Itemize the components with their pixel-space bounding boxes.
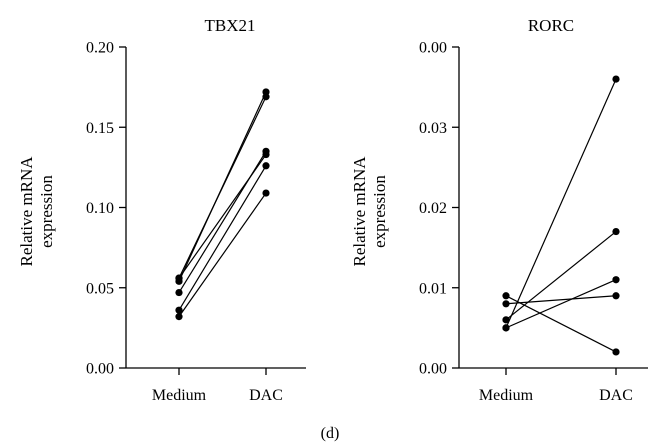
tbx21-dac-point [262, 189, 270, 197]
rorc-medium-point [502, 324, 510, 332]
tbx21-pair-line [178, 192, 267, 317]
rorc-dac-point [612, 348, 620, 356]
rorc-dac-point [612, 292, 620, 300]
tbx21-pair-line [178, 154, 267, 279]
rorc-dac-point [612, 227, 620, 236]
tbx21-y-tick-label: 0.05 [86, 280, 114, 297]
rorc-pair-line [505, 231, 617, 321]
tbx21-y-tick-label: 0.00 [86, 361, 114, 378]
rorc-medium-point [502, 316, 510, 324]
rorc-y-tick-label: 0.00 [419, 361, 447, 378]
tbx21-medium-point [175, 288, 183, 297]
rorc-y-tick-label: 0.01 [419, 280, 447, 297]
rorc-y-axis-label-line: expression [370, 175, 389, 248]
rorc-panel: RORC 0.00 0.01 0.02 0.03 0.00 Medium DAC Relativ… [350, 16, 648, 404]
tbx21-dac-point [262, 88, 270, 96]
rorc-medium-point [502, 300, 510, 308]
tbx21-x-tick-label: Medium [152, 387, 207, 404]
figure-caption: (d) [321, 425, 340, 442]
tbx21-title: TBX21 [205, 16, 256, 35]
tbx21-y-axis-label-line: Relative mRNA [17, 156, 36, 267]
tbx21-y-axis-label-line: expression [37, 175, 56, 248]
rorc-y-axis-label: Relative mRNAexpression [350, 156, 389, 267]
tbx21-dac-point [262, 150, 270, 159]
rorc-pair-line [505, 279, 617, 329]
tbx21-dac-point [262, 162, 270, 170]
rorc-x-tick-label: DAC [599, 387, 633, 404]
tbx21-pair-line [178, 165, 267, 311]
rorc-medium-point [502, 292, 510, 300]
tbx21-y-tick-label: 0.15 [86, 120, 114, 137]
rorc-dac-point [612, 276, 620, 284]
tbx21-pair-line [178, 91, 267, 282]
rorc-x-tick-label: Medium [479, 387, 534, 404]
tbx21-y-tick-label: 0.10 [86, 200, 114, 217]
tbx21-medium-point [175, 274, 183, 282]
tbx21-medium-point [175, 313, 183, 321]
tbx21-y-axis-label: Relative mRNAexpression [17, 156, 56, 267]
tbx21-panel: TBX21 0.00 0.05 0.10 0.15 0.20 Medium DAC Relati… [17, 16, 306, 404]
rorc-title: RORC [528, 16, 574, 35]
tbx21-medium-point [175, 306, 183, 314]
rorc-pair-line [505, 295, 617, 305]
tbx21-x-tick-label: DAC [249, 387, 283, 404]
rorc-y-tick-label: 0.00 [419, 40, 447, 57]
rorc-y-tick-label: 0.02 [419, 200, 447, 217]
rorc-pair-line [505, 78, 617, 329]
tbx21-y-tick-label: 0.20 [86, 40, 114, 57]
rorc-pair-line [505, 295, 617, 353]
rorc-y-axis-label-line: Relative mRNA [350, 156, 369, 267]
rorc-y-tick-label: 0.03 [419, 120, 447, 137]
rorc-dac-point [612, 75, 620, 83]
